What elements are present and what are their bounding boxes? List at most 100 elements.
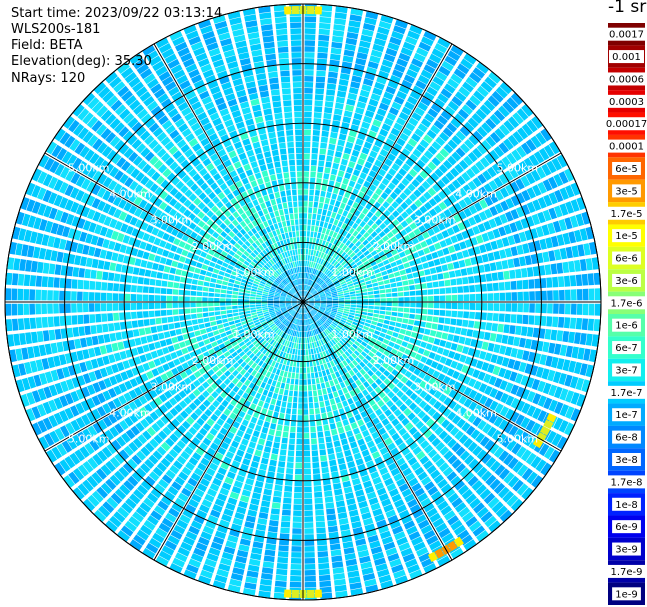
ray-bin — [331, 404, 338, 411]
ray-bin — [472, 67, 486, 79]
ray-bin — [365, 242, 372, 250]
ray-bin — [374, 306, 380, 310]
ray-bin — [313, 112, 322, 119]
ray-bin — [309, 267, 312, 274]
ray-bin — [303, 141, 311, 148]
ray-bin — [577, 347, 585, 360]
ray-bin — [544, 264, 552, 275]
ray-bin — [438, 317, 445, 324]
ray-bin — [350, 302, 357, 305]
ray-bin — [373, 254, 380, 260]
ray-bin — [308, 303, 314, 306]
ray-bin — [337, 309, 344, 313]
ray-bin — [280, 407, 286, 414]
ray-bin — [281, 401, 287, 408]
ray-bin — [115, 332, 122, 341]
ray-bin — [393, 343, 401, 350]
ray-bin — [335, 102, 344, 110]
ray-bin — [585, 258, 593, 271]
ray-bin — [404, 302, 410, 307]
ray-bin — [138, 268, 146, 276]
ray-bin — [469, 311, 475, 319]
ray-bin — [571, 245, 579, 258]
ray-bin — [476, 143, 487, 155]
ray-bin — [314, 305, 320, 308]
ray-bin — [359, 282, 366, 287]
ray-bin — [535, 226, 544, 238]
ray-bin — [499, 345, 507, 355]
ray-bin — [491, 90, 504, 103]
ray-bin — [331, 168, 338, 176]
ray-bin — [220, 266, 227, 272]
ray-bin — [25, 259, 32, 272]
ray-bin — [325, 381, 330, 388]
ray-bin — [253, 486, 263, 494]
ray-bin — [337, 457, 346, 465]
ray-bin — [343, 290, 350, 294]
ray-bin — [473, 202, 483, 212]
ray-bin — [576, 303, 583, 315]
ray-bin — [472, 130, 484, 142]
ray-bin — [314, 491, 323, 498]
ray-bin — [305, 279, 308, 285]
ray-bin — [366, 211, 374, 219]
ray-bin — [342, 541, 354, 549]
ray-bin — [344, 299, 351, 302]
ray-bin — [214, 293, 220, 298]
ray-bin — [342, 315, 348, 319]
ray-bin — [495, 334, 503, 343]
ray-bin — [324, 277, 330, 282]
ray-bin — [292, 528, 302, 534]
ray-bin — [215, 315, 222, 320]
ray-bin — [272, 496, 282, 503]
ray-bin — [423, 191, 432, 200]
ray-bin — [304, 569, 316, 576]
ray-bin — [405, 36, 418, 46]
ray-bin — [222, 318, 228, 323]
ray-bin — [364, 161, 373, 169]
ray-bin — [125, 284, 131, 292]
ray-bin — [347, 26, 360, 34]
ray-bin — [307, 219, 312, 225]
ray-bin — [333, 219, 339, 226]
ray-bin — [142, 286, 149, 293]
ray-bin — [531, 116, 543, 129]
ray-bin — [331, 259, 337, 265]
ray-bin — [473, 189, 483, 200]
ray-bin — [554, 205, 563, 218]
ray-bin — [338, 295, 344, 298]
ray-bin — [530, 135, 542, 148]
ray-bin — [303, 236, 306, 243]
ray-bin — [351, 264, 358, 270]
ray-bin — [74, 255, 82, 266]
ray-bin — [391, 30, 404, 40]
ray-bin — [443, 325, 450, 332]
ray-bin — [467, 117, 479, 129]
ray-bin — [310, 366, 314, 373]
ray-bin — [479, 157, 490, 168]
ray-bin — [342, 400, 349, 407]
ray-bin — [339, 278, 345, 283]
ray-bin — [479, 199, 488, 209]
ray-bin — [6, 272, 13, 285]
ray-bin — [387, 153, 396, 162]
ray-bin — [428, 218, 437, 227]
ray-bin — [318, 160, 325, 167]
ray-bin — [324, 107, 333, 114]
ray-bin — [179, 255, 186, 263]
ray-bin — [315, 284, 320, 290]
ray-bin — [160, 288, 167, 294]
ray-bin — [314, 302, 321, 304]
ray-bin — [410, 213, 418, 221]
ray-bin — [434, 302, 440, 309]
ray-bin — [300, 325, 302, 332]
ray-bin — [125, 321, 133, 329]
ray-bin — [582, 288, 589, 301]
ray-bin — [397, 264, 405, 271]
ray-bin — [224, 326, 231, 332]
ray-bin — [353, 318, 360, 323]
ray-bin — [359, 152, 368, 161]
ray-bin — [334, 181, 341, 189]
ray-bin — [418, 74, 430, 85]
ray-bin — [382, 338, 390, 345]
